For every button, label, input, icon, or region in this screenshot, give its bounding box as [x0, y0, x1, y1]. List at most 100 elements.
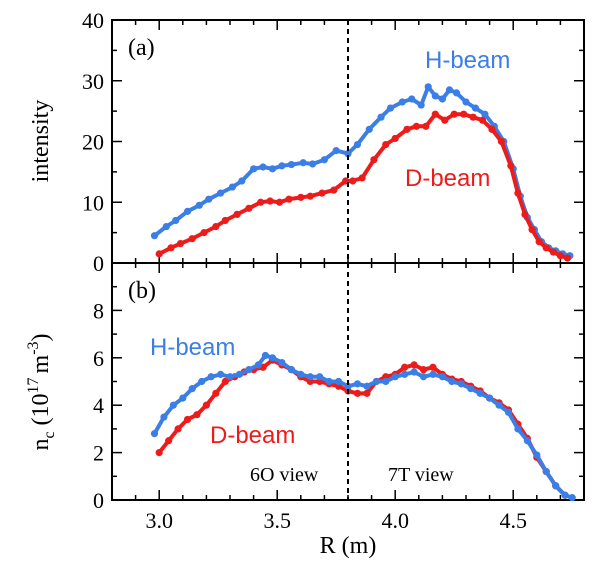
- data-point-h-beam: [268, 165, 277, 173]
- data-point-d-beam: [167, 244, 175, 252]
- panel-b-h-beam-label: H-beam: [150, 334, 235, 361]
- data-point-h-beam: [552, 482, 560, 490]
- data-point-h-beam: [278, 162, 286, 170]
- x-tick-label: 4.5: [499, 508, 527, 533]
- data-point-h-beam: [457, 380, 465, 388]
- data-point-h-beam: [150, 430, 159, 438]
- ylabel-sub: c: [41, 431, 58, 438]
- data-point-h-beam: [228, 183, 236, 191]
- data-point-d-beam: [183, 415, 192, 424]
- data-point-h-beam: [462, 98, 470, 106]
- data-point-h-beam: [353, 140, 362, 149]
- data-point-h-beam: [216, 370, 225, 378]
- y-tick-label: 10: [82, 190, 104, 215]
- data-point-d-beam: [266, 197, 274, 205]
- data-point-h-beam: [408, 95, 416, 103]
- data-point-h-beam: [320, 156, 328, 164]
- ylabel-unit-sup: -3: [25, 341, 42, 354]
- ylabel-close: ): [28, 333, 54, 341]
- data-point-d-beam: [488, 125, 496, 133]
- data-point-d-beam: [514, 189, 522, 197]
- data-point-d-beam: [221, 216, 229, 225]
- data-point-h-beam: [205, 195, 213, 203]
- data-point-h-beam: [169, 401, 177, 409]
- panel-b-x-tick-labels: 3.0 3.5 4.0 4.5: [145, 508, 527, 533]
- data-point-h-beam: [401, 370, 409, 378]
- data-point-h-beam: [424, 83, 432, 91]
- data-point-h-beam: [445, 86, 454, 94]
- data-point-d-beam: [233, 210, 241, 218]
- y-tick-label: 40: [82, 8, 104, 33]
- data-point-h-beam: [486, 394, 494, 402]
- data-point-h-beam: [250, 165, 258, 173]
- x-tick-label: 3.0: [145, 508, 173, 533]
- data-point-d-beam: [429, 363, 437, 371]
- data-point-h-beam: [429, 370, 437, 378]
- data-point-h-beam: [188, 385, 196, 393]
- data-point-d-beam: [391, 134, 399, 143]
- data-point-d-beam: [422, 122, 430, 130]
- data-point-h-beam: [398, 98, 406, 106]
- data-point-h-beam: [431, 92, 439, 100]
- data-point-h-beam: [568, 494, 576, 502]
- panel-b-y-tick-labels: 0 2 4 6 8: [93, 298, 104, 513]
- series-line-h-beam: [152, 353, 573, 500]
- panel-a-series: [150, 83, 574, 262]
- y-tick-label: 0: [93, 251, 104, 276]
- data-point-d-beam: [563, 254, 572, 262]
- data-point-d-beam: [401, 363, 409, 371]
- y-tick-label: 30: [82, 69, 104, 94]
- data-point-h-beam: [198, 377, 206, 386]
- data-point-h-beam: [438, 373, 446, 381]
- data-point-h-beam: [417, 101, 425, 109]
- data-point-h-beam: [533, 451, 541, 459]
- data-point-h-beam: [448, 377, 456, 386]
- data-point-h-beam: [278, 358, 286, 367]
- data-point-h-beam: [344, 150, 352, 158]
- data-point-h-beam: [150, 232, 159, 240]
- ylabel-sup: 17: [25, 377, 42, 393]
- panel-a-y-axis-title: intensity: [28, 100, 54, 183]
- data-point-d-beam: [353, 389, 362, 397]
- data-point-d-beam: [257, 198, 265, 206]
- data-point-h-beam: [316, 373, 324, 381]
- x-axis-title: R (m): [320, 533, 377, 559]
- data-point-h-beam: [261, 351, 269, 360]
- data-point-h-beam: [467, 385, 475, 393]
- data-point-d-beam: [275, 198, 284, 206]
- x-tick-label: 4.0: [381, 508, 409, 533]
- data-point-d-beam: [419, 366, 428, 374]
- data-point-d-beam: [306, 192, 314, 200]
- data-point-d-beam: [176, 239, 185, 248]
- data-point-h-beam: [476, 389, 484, 397]
- panel-a-y-tick-labels: 0 10 20 30 40: [82, 8, 104, 276]
- data-point-d-beam: [549, 248, 557, 256]
- panel-b-y-axis-title: nc (1017 m-3): [25, 333, 58, 450]
- data-point-h-beam: [391, 373, 399, 381]
- data-point-d-beam: [349, 177, 357, 185]
- data-point-h-beam: [372, 377, 380, 386]
- data-point-d-beam: [556, 252, 565, 260]
- data-point-h-beam: [514, 425, 522, 433]
- data-point-h-beam: [377, 113, 385, 121]
- data-point-h-beam: [334, 377, 343, 386]
- data-point-d-beam: [155, 250, 163, 258]
- data-point-d-beam: [535, 238, 543, 246]
- panel-a: 0 10 20 30 40 (a) H-beam D-beam intensity: [28, 8, 585, 276]
- data-point-h-beam: [216, 189, 225, 197]
- data-point-d-beam: [403, 125, 411, 133]
- data-point-h-beam: [542, 467, 550, 476]
- ylabel-n: n: [28, 439, 54, 451]
- data-point-d-beam: [221, 377, 229, 386]
- data-point-d-beam: [212, 222, 220, 231]
- data-point-d-beam: [441, 116, 449, 124]
- y-tick-label: 8: [93, 298, 104, 323]
- data-point-d-beam: [193, 411, 201, 419]
- data-point-h-beam: [438, 95, 446, 103]
- data-point-d-beam: [165, 437, 173, 445]
- panel-b-label: (b): [128, 278, 156, 304]
- data-point-d-beam: [174, 425, 182, 433]
- series-line-h-beam: [153, 84, 571, 258]
- data-point-h-beam: [238, 177, 246, 185]
